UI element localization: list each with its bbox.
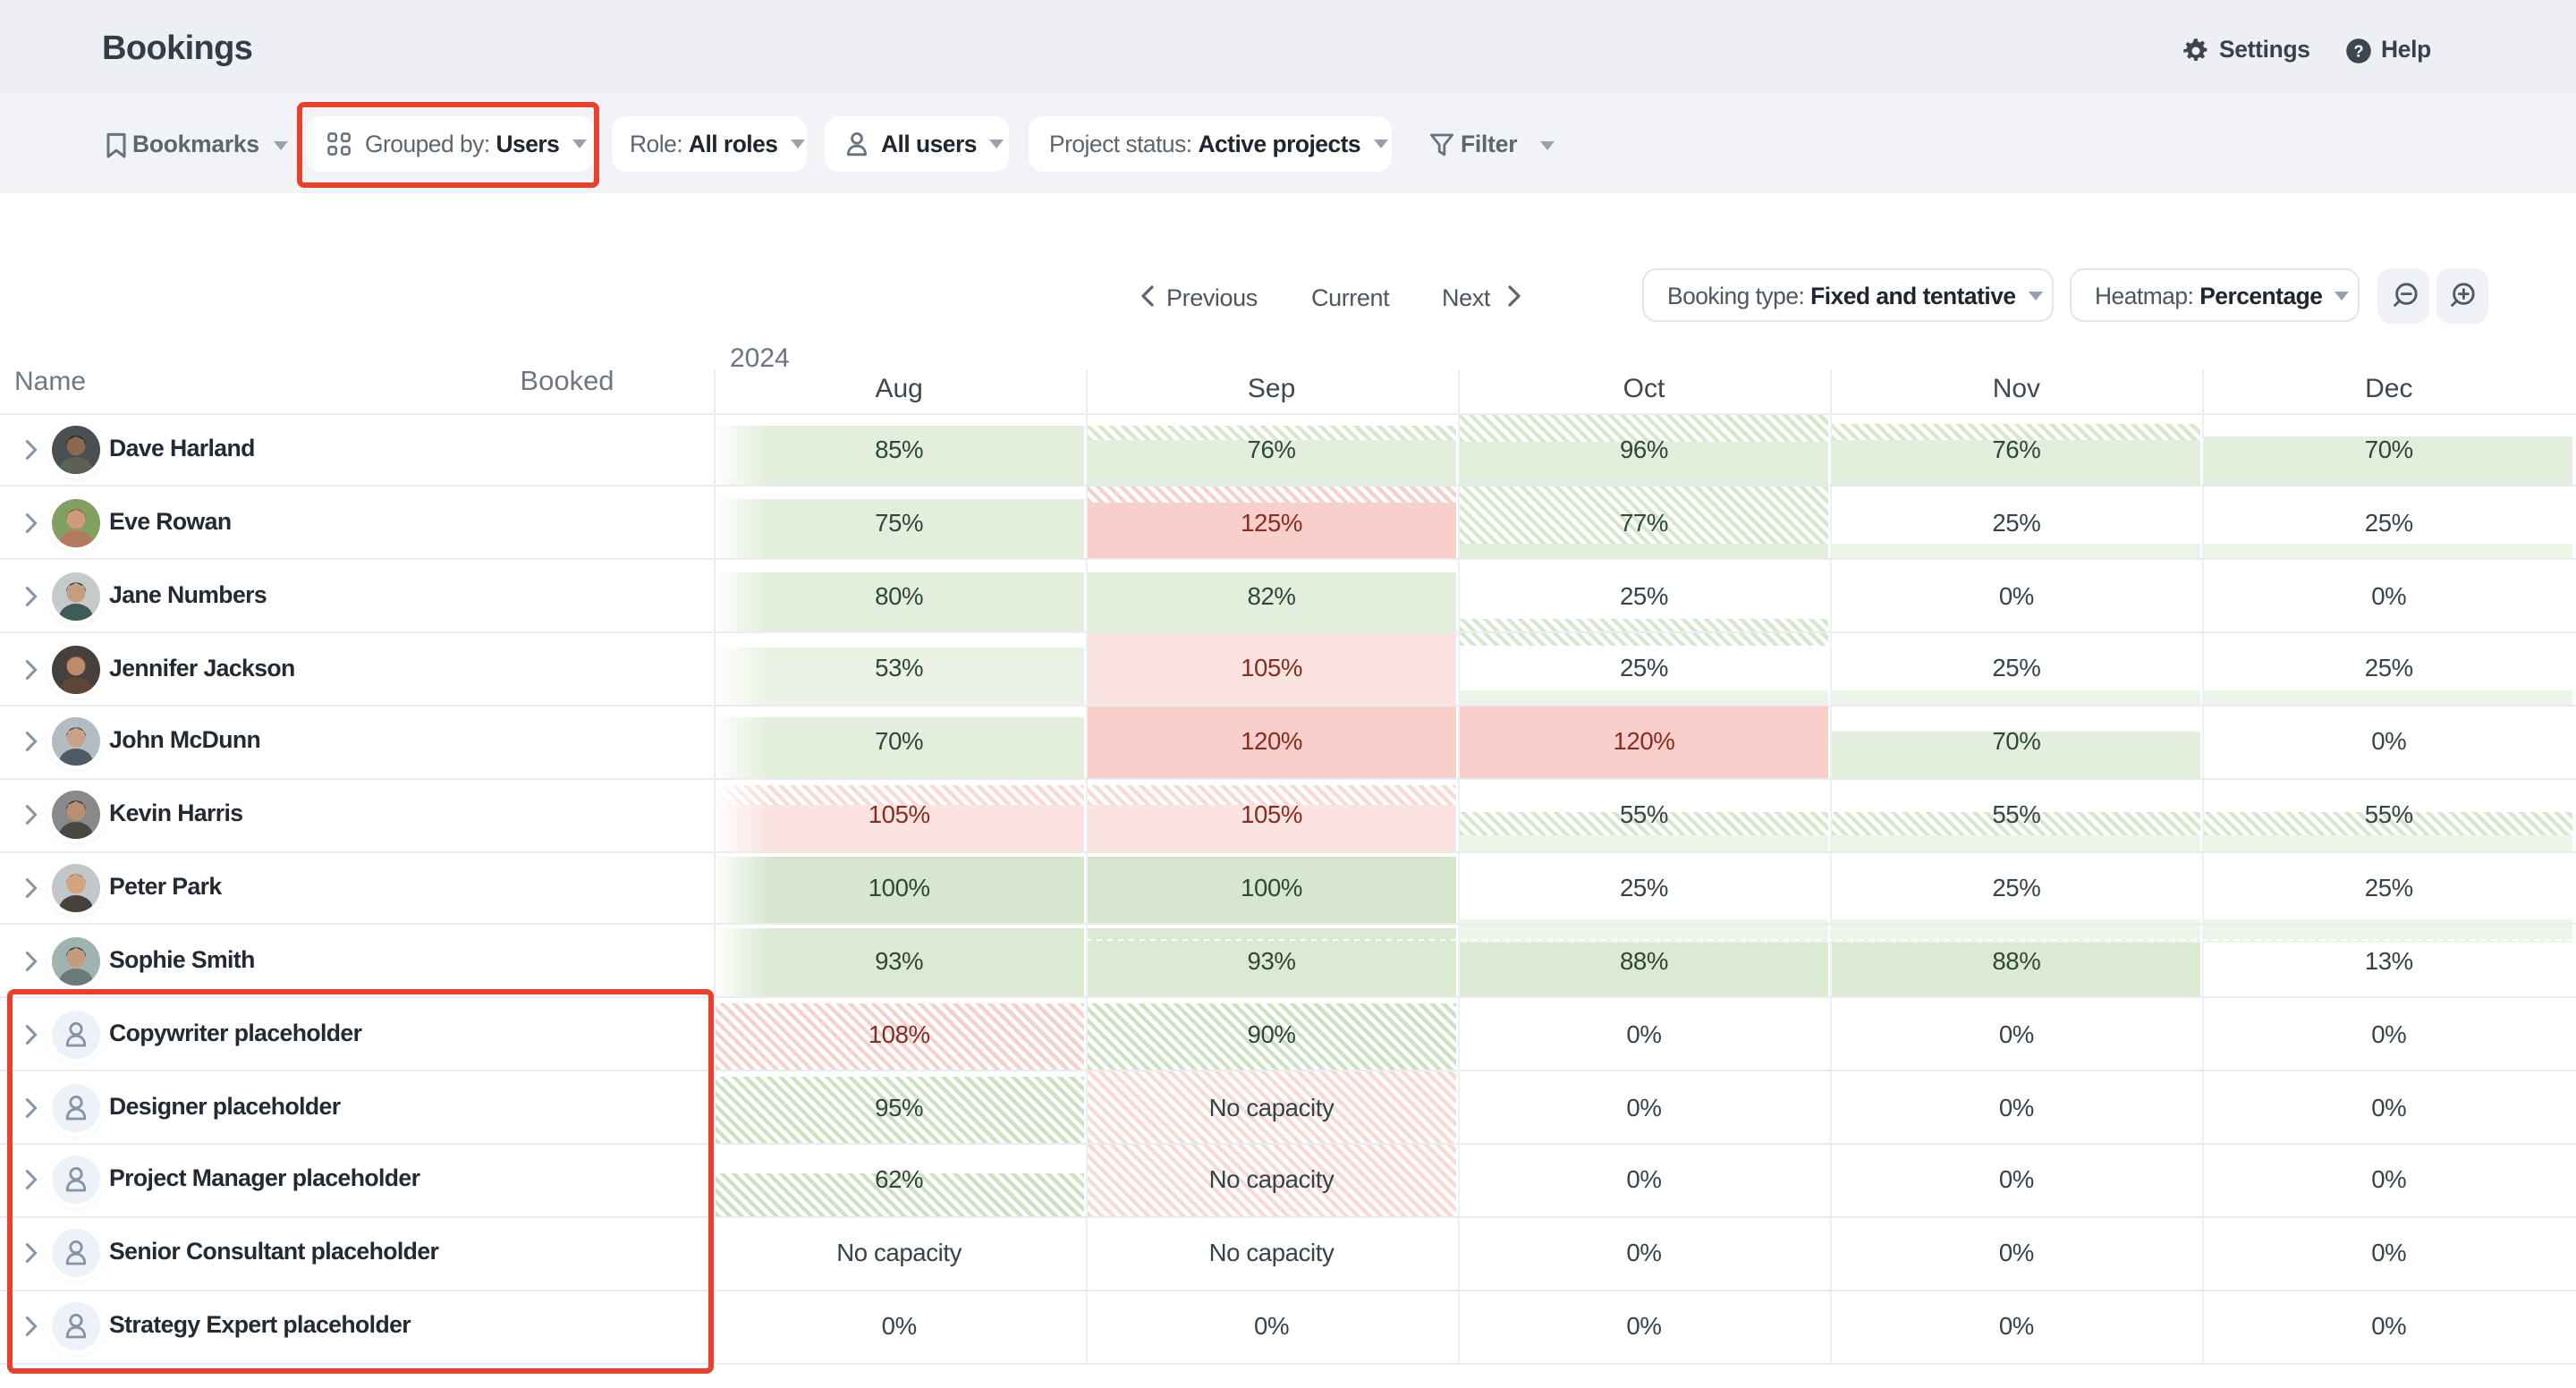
svg-text:?: ? [2353, 41, 2363, 59]
